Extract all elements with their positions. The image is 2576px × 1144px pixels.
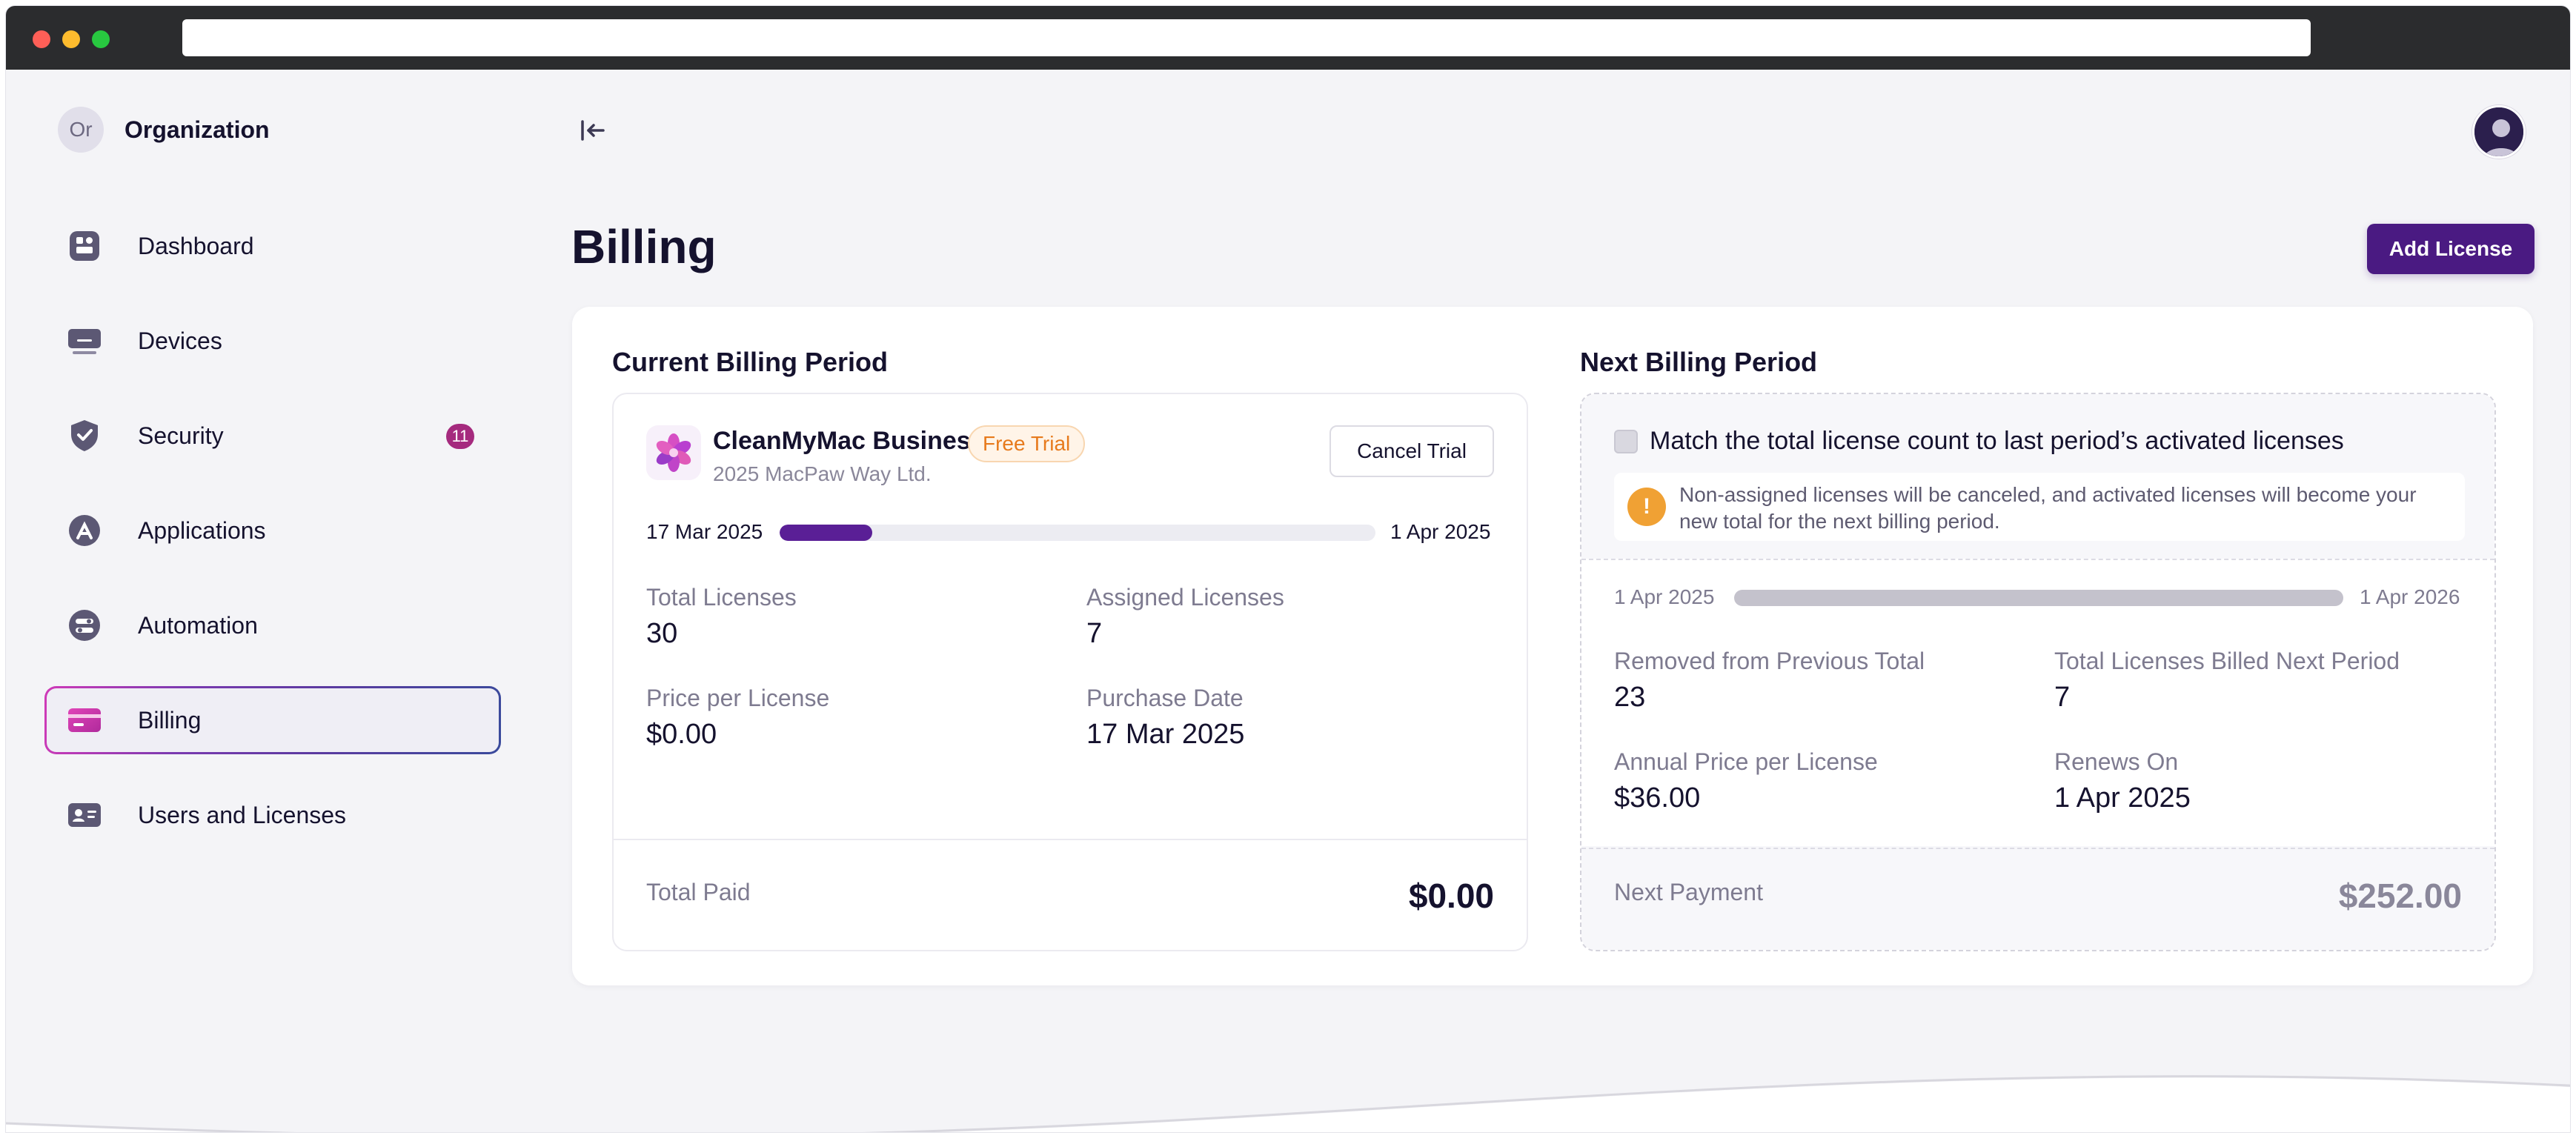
sidebar-item-label: Users and Licenses — [138, 801, 347, 828]
billed-next-label: Total Licenses Billed Next Period — [2054, 648, 2400, 674]
cancel-trial-button[interactable]: Cancel Trial — [1330, 425, 1494, 477]
billing-period-progress — [780, 525, 1375, 541]
applications-icon — [69, 515, 100, 546]
billing-period-progress-fill — [780, 525, 872, 541]
next-period-end-date: 1 Apr 2026 — [2360, 585, 2460, 608]
total-divider — [614, 839, 1527, 840]
dashboard-icon — [70, 231, 99, 261]
sidebar-item-billing[interactable]: Billing — [44, 686, 501, 754]
period-end-date: 1 Apr 2025 — [1390, 520, 1491, 543]
removed-label: Removed from Previous Total — [1614, 648, 1925, 674]
match-licenses-label[interactable]: Match the total license count to last pe… — [1650, 427, 2344, 455]
browser-titlebar — [6, 6, 2570, 70]
next-payment-section — [1581, 846, 2494, 950]
period-start-date: 17 Mar 2025 — [646, 520, 763, 543]
cleanmymac-logo-icon — [656, 433, 691, 472]
total-licenses-value: 30 — [646, 618, 678, 649]
assigned-licenses-value: 7 — [1086, 618, 1103, 649]
info-note: ! Non-assigned licenses will be canceled… — [1614, 473, 2465, 541]
purchase-date-label: Purchase Date — [1086, 685, 1244, 711]
users-icon — [68, 803, 101, 827]
sidebar-item-label: Billing — [138, 706, 202, 734]
devices-icon — [68, 329, 101, 354]
browser-window: Or Organization Dashboard Devices — [6, 6, 2570, 1132]
next-payment-label: Next Payment — [1614, 879, 1763, 905]
product-logo — [646, 425, 701, 480]
address-bar[interactable] — [182, 19, 2311, 56]
purchase-date-value: 17 Mar 2025 — [1086, 719, 1245, 750]
next-payment-value: $252.00 — [2338, 877, 2462, 915]
organization-avatar: Or — [58, 107, 104, 153]
page-edge-decoration — [6, 1075, 2570, 1132]
warning-icon: ! — [1627, 488, 1666, 526]
sidebar-item-devices[interactable]: Devices — [44, 307, 501, 375]
automation-icon — [69, 610, 100, 641]
user-avatar[interactable] — [2472, 105, 2526, 159]
maximize-window-button[interactable] — [92, 30, 110, 48]
current-period-panel: CleanMyMac Business Free Trial 2025 MacP… — [612, 393, 1528, 951]
shield-icon — [71, 420, 98, 451]
billing-card: Current Billing Period Next Billing Peri… — [572, 307, 2533, 985]
sidebar-item-security[interactable]: Security 11 — [44, 402, 501, 470]
page-title: Billing — [571, 220, 717, 273]
current-period-title: Current Billing Period — [612, 347, 889, 377]
next-period-title: Next Billing Period — [1580, 347, 1818, 377]
sidebar-item-label: Devices — [138, 327, 222, 354]
sidebar-item-label: Dashboard — [138, 232, 254, 259]
sidebar-item-label: Automation — [138, 611, 258, 639]
organization-name: Organization — [125, 116, 270, 143]
sidebar-item-automation[interactable]: Automation — [44, 591, 501, 659]
match-licenses-checkbox[interactable] — [1614, 430, 1638, 453]
total-paid-label: Total Paid — [646, 879, 751, 905]
sidebar-item-users-and-licenses[interactable]: Users and Licenses — [44, 781, 501, 849]
price-per-license-label: Price per License — [646, 685, 830, 711]
sidebar-item-label: Security — [138, 422, 224, 449]
sidebar-item-billing-inner: Billing — [47, 688, 499, 752]
close-window-button[interactable] — [33, 30, 50, 48]
security-count-badge: 11 — [446, 424, 474, 449]
next-period-bar — [1734, 590, 2343, 606]
info-note-text: Non-assigned licenses will be canceled, … — [1679, 483, 2417, 533]
renews-on-label: Renews On — [2054, 748, 2179, 775]
next-period-panel: Match the total license count to last pe… — [1580, 393, 2496, 951]
total-paid-value: $0.00 — [1408, 877, 1494, 915]
annual-price-label: Annual Price per License — [1614, 748, 1878, 775]
total-licenses-label: Total Licenses — [646, 584, 797, 611]
sidebar-item-dashboard[interactable]: Dashboard — [44, 212, 501, 280]
payment-divider — [1581, 848, 2494, 849]
assigned-licenses-label: Assigned Licenses — [1086, 584, 1284, 611]
sidebar-item-label: Applications — [138, 516, 266, 544]
company-name: 2025 MacPaw Way Ltd. — [713, 462, 932, 485]
next-period-start-date: 1 Apr 2025 — [1614, 585, 1715, 608]
organization-switcher[interactable]: Or Organization — [58, 107, 270, 153]
free-trial-badge: Free Trial — [968, 425, 1086, 462]
add-license-button[interactable]: Add License — [2367, 224, 2534, 274]
section-divider — [1581, 559, 2494, 560]
collapse-sidebar-icon[interactable] — [578, 116, 608, 145]
price-per-license-value: $0.00 — [646, 719, 717, 750]
annual-price-value: $36.00 — [1614, 782, 1701, 814]
minimize-window-button[interactable] — [62, 30, 80, 48]
billed-next-value: 7 — [2054, 682, 2071, 713]
renews-on-value: 1 Apr 2025 — [2054, 782, 2191, 814]
product-name: CleanMyMac Business — [713, 427, 985, 455]
billing-icon — [68, 708, 101, 732]
user-silhouette-icon — [2474, 107, 2523, 156]
removed-value: 23 — [1614, 682, 1646, 713]
sidebar-item-applications[interactable]: Applications — [44, 496, 501, 565]
